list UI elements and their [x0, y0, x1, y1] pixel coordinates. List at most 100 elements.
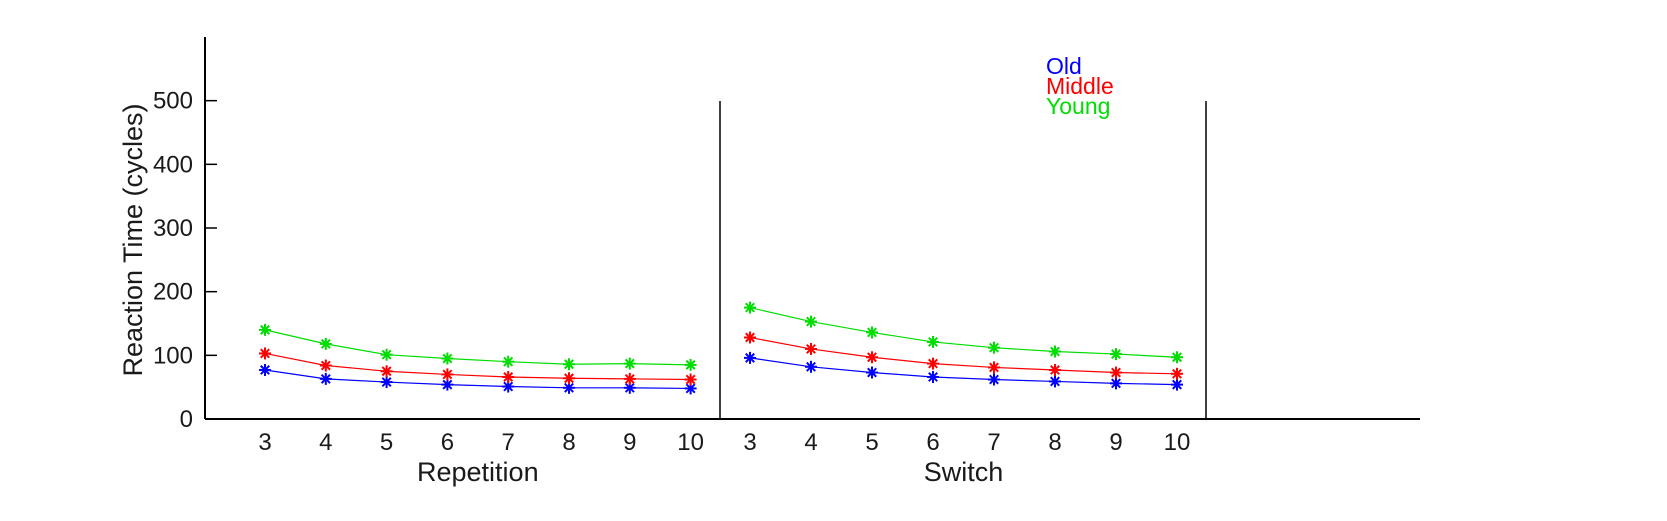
- point-stroke: [1111, 378, 1121, 389]
- data-point: [502, 355, 515, 368]
- point-stroke: [442, 379, 453, 390]
- series-line: [264, 352, 691, 381]
- point-stroke: [260, 365, 270, 375]
- point-stroke: [381, 349, 392, 360]
- point-stroke: [503, 372, 514, 382]
- point-stroke: [624, 358, 635, 369]
- x-tick-label: 3: [743, 429, 756, 456]
- point-stroke: [442, 353, 453, 364]
- point-stroke: [1050, 365, 1060, 375]
- point-stroke: [320, 338, 331, 349]
- data-point: [744, 351, 756, 364]
- data-point: [319, 372, 332, 385]
- data-point: [259, 323, 271, 336]
- data-point: [1171, 351, 1183, 364]
- data-point: [1049, 345, 1061, 358]
- point-stroke: [928, 358, 938, 369]
- axes: 0 100 200 300 400 500 3 4 5 6 7 8 9 10 Repetition 3 4 5 6 7…: [153, 37, 1420, 487]
- data-point: [380, 348, 393, 361]
- point-stroke: [1172, 352, 1182, 363]
- data-point: [259, 363, 271, 376]
- point-stroke: [1111, 367, 1121, 378]
- x-tick-label: 6: [926, 429, 939, 456]
- series-line: [264, 329, 691, 366]
- x-tick-label: 10: [1164, 429, 1191, 456]
- point-stroke: [806, 361, 816, 372]
- data-point: [1049, 375, 1061, 388]
- x-tick-label: 3: [258, 429, 271, 456]
- point-stroke: [260, 324, 270, 335]
- x-tick-label: 10: [677, 429, 704, 456]
- data-point: [380, 376, 393, 389]
- data-point: [563, 372, 575, 385]
- data-point: [502, 370, 515, 383]
- data-point: [319, 359, 332, 372]
- data-point: [927, 357, 939, 370]
- point-stroke: [928, 337, 938, 347]
- point-stroke: [685, 374, 696, 385]
- x-tick-label: 9: [623, 429, 636, 456]
- x-tick-label: 5: [865, 429, 878, 456]
- data-point: [927, 370, 939, 383]
- series-line: [749, 336, 1178, 375]
- point-stroke: [867, 367, 877, 378]
- x-tick-label: 4: [319, 429, 332, 456]
- data-point: [805, 315, 817, 328]
- point-stroke: [1172, 368, 1182, 379]
- data-point: [1171, 378, 1183, 391]
- point-stroke: [1111, 349, 1121, 360]
- panel-label: Switch: [924, 457, 1004, 487]
- point-stroke: [1050, 376, 1060, 387]
- point-stroke: [320, 360, 331, 371]
- data-point: [623, 357, 636, 370]
- data-point: [1110, 348, 1122, 361]
- y-tick-label: 200: [153, 279, 193, 306]
- data-point: [1110, 377, 1122, 390]
- legend-entry: Middle: [1046, 73, 1114, 99]
- x-tick-label: 4: [804, 429, 817, 456]
- data-point: [744, 331, 756, 344]
- point-stroke: [503, 381, 514, 392]
- data-point: [441, 352, 454, 365]
- series-line: [749, 357, 1178, 386]
- x-tick-label: 7: [502, 429, 515, 456]
- series-line: [749, 306, 1178, 358]
- data-point: [623, 381, 636, 394]
- x-tick-label: 8: [1048, 429, 1061, 456]
- legend-entry: Old: [1046, 53, 1082, 79]
- point-stroke: [260, 348, 270, 359]
- data-point: [1171, 367, 1183, 380]
- x-tick-label: 7: [987, 429, 1000, 456]
- data-point: [744, 301, 756, 314]
- point-stroke: [806, 344, 816, 354]
- point-stroke: [685, 359, 696, 370]
- y-tick-label: 0: [180, 406, 193, 433]
- point-stroke: [867, 327, 877, 338]
- data-point: [988, 361, 1000, 374]
- data-point: [1049, 363, 1061, 376]
- point-stroke: [1050, 346, 1060, 357]
- panel-label: Repetition: [417, 457, 539, 487]
- x-tick-label: 6: [441, 429, 454, 456]
- point-stroke: [381, 366, 392, 377]
- data-point: [623, 372, 636, 385]
- y-tick-label: 500: [153, 88, 193, 115]
- point-stroke: [745, 332, 755, 343]
- x-tick-label: 9: [1109, 429, 1122, 456]
- data-point: [380, 365, 393, 378]
- point-stroke: [320, 373, 331, 384]
- point-stroke: [381, 377, 392, 388]
- data-point: [805, 360, 817, 373]
- data-point: [988, 373, 1000, 386]
- point-stroke: [745, 352, 755, 363]
- point-stroke: [624, 373, 635, 384]
- point-stroke: [564, 373, 574, 384]
- point-stroke: [989, 342, 999, 353]
- data-point: [684, 358, 697, 371]
- data-point: [927, 335, 939, 348]
- point-stroke: [624, 382, 635, 393]
- data-point: [259, 347, 271, 360]
- x-tick-label: 8: [562, 429, 575, 456]
